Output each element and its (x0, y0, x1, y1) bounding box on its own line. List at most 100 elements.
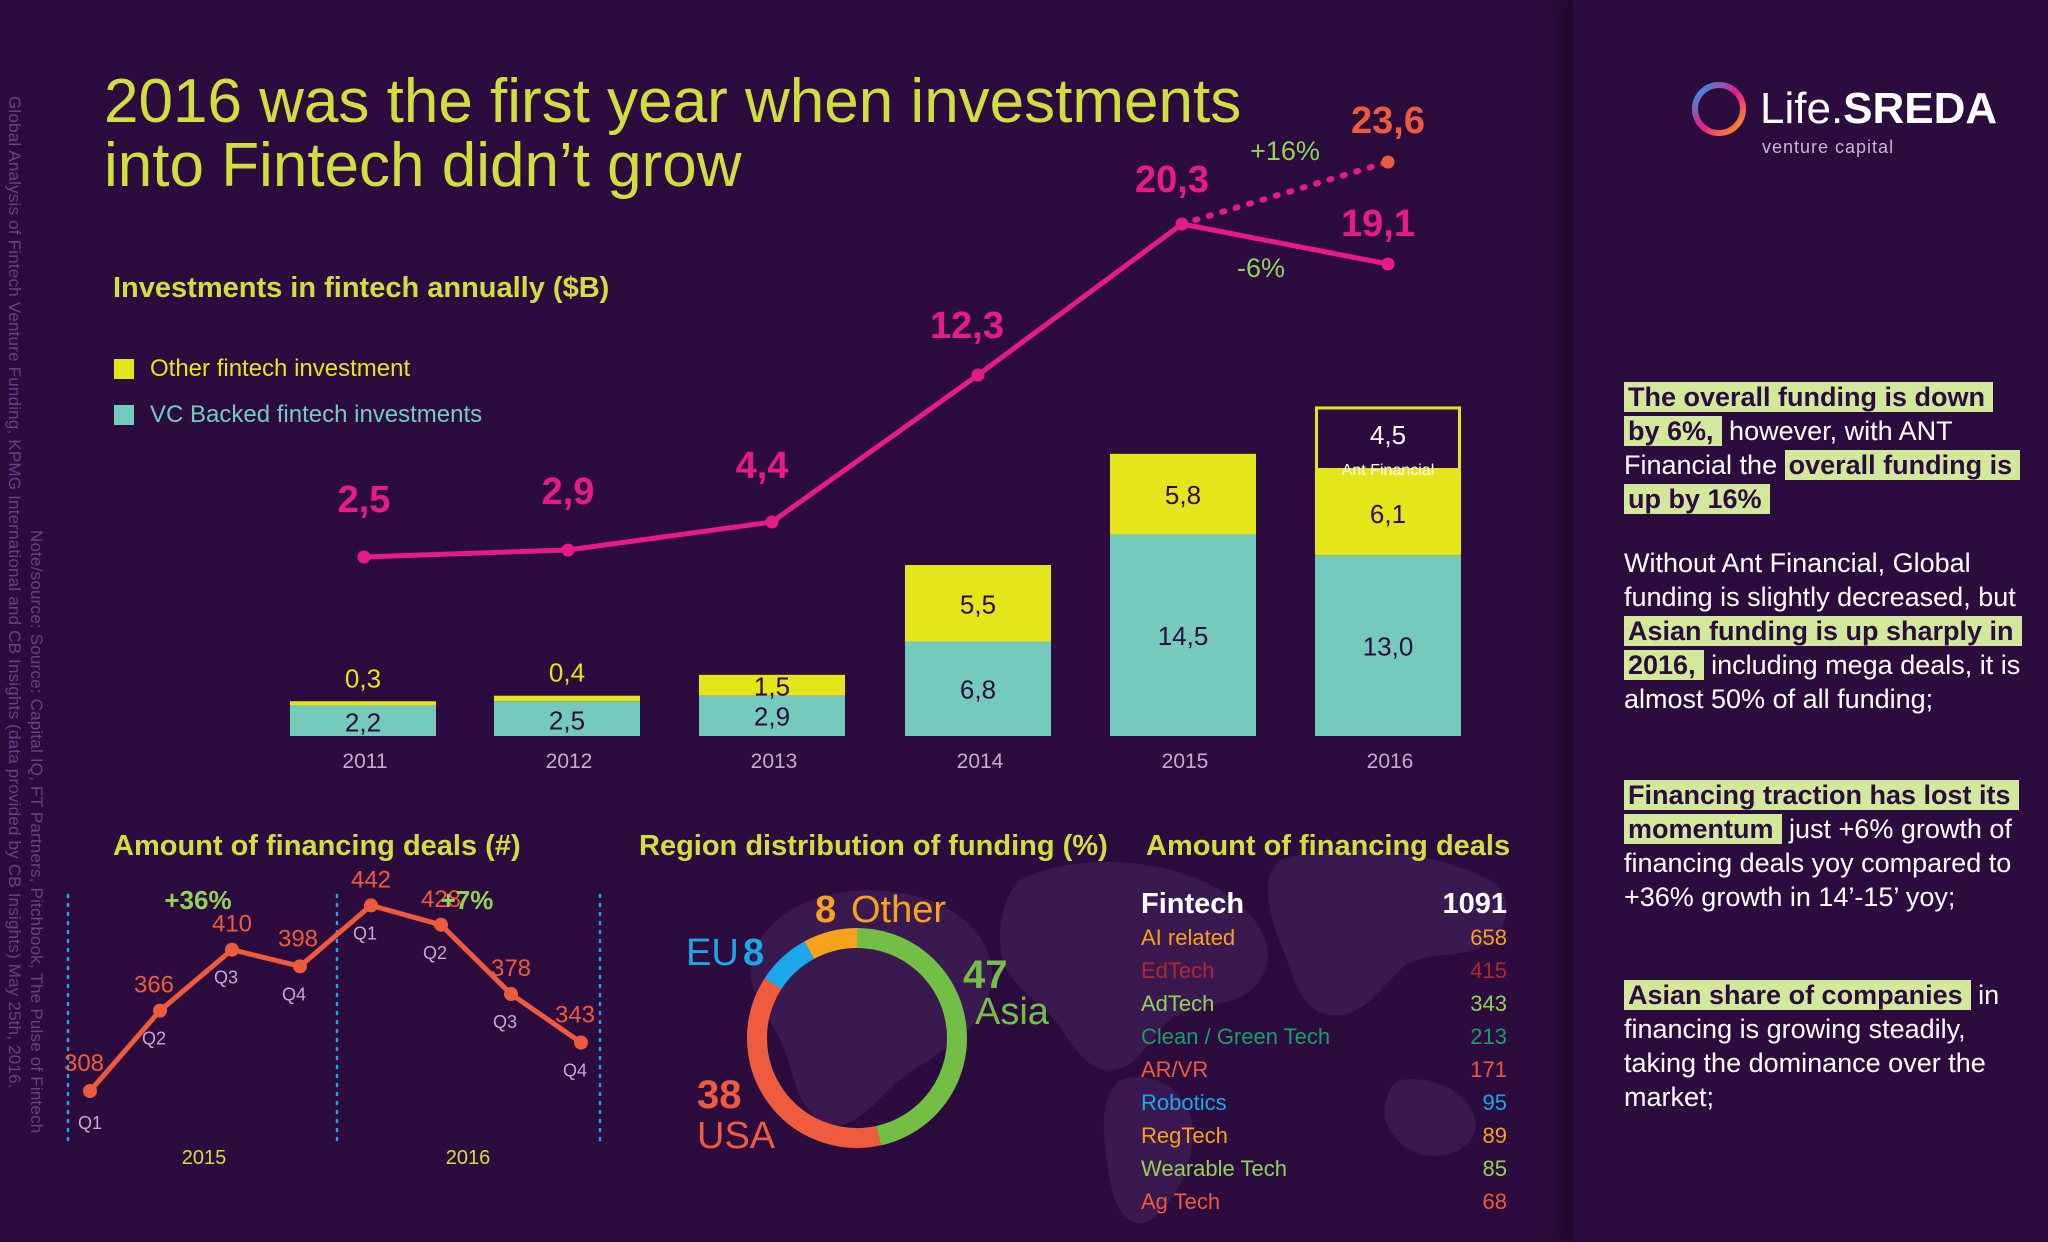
legend-label: Other fintech investment (150, 355, 411, 382)
insight-paragraph: Financing traction has lost its momentum… (1624, 778, 2024, 914)
deals-value-label: 378 (491, 955, 531, 982)
total-line-point (1381, 257, 1395, 271)
legend-vc-backed: VC Backed fintech investments (114, 401, 482, 429)
bar-vc-2012 (494, 701, 640, 736)
deals-row-name: AdTech (1141, 991, 1215, 1016)
total-value-label: 2,9 (542, 471, 595, 513)
deals-value-label: 442 (351, 866, 391, 893)
deals-header-value: 1091 (1442, 888, 1507, 920)
insight-text: Without Ant Financial, Global funding is… (1624, 548, 2016, 612)
deals-row-name: AR/VR (1141, 1057, 1209, 1082)
deals-quarter-label: Q2 (423, 943, 447, 963)
bar-vc-2013 (699, 695, 845, 736)
deals-line (88, 902, 583, 1093)
total-value-label: 4,4 (736, 445, 789, 487)
deals-row-name: EdTech (1141, 958, 1215, 983)
legend-swatch-yellow (114, 359, 134, 379)
x-tick-label-2011: 2011 (342, 750, 387, 773)
x-tick-label-2013: 2013 (751, 750, 798, 773)
total-line-point (561, 543, 575, 557)
charts-canvas: 2,20,320112,50,420122,91,520136,85,52014… (64, 100, 1461, 1169)
legend-label: VC Backed fintech investments (150, 401, 483, 428)
total-line-point (765, 515, 779, 529)
deals-row-name: Wearable Tech (1141, 1156, 1287, 1181)
deals-value-label: 428 (421, 886, 461, 913)
insight-text: just +6% growth of financing deals yoy c… (1624, 814, 2012, 912)
deals-year-label-2015: 2015 (182, 1147, 227, 1169)
total-investment-line (363, 221, 1389, 560)
deals-quarter-label: Q1 (78, 1113, 102, 1133)
deals-point (225, 942, 239, 957)
bar-other-value-label: 1,5 (754, 671, 790, 701)
x-tick-label-2016: 2016 (1367, 750, 1414, 773)
deals-quarter-label: Q1 (353, 923, 377, 943)
deals-table-row: Ag Tech 68 (1141, 1185, 1507, 1218)
bar-other-value-label: 5,5 (960, 589, 996, 619)
deals-value-label: 308 (64, 1050, 104, 1077)
deals-table-row: Robotics 95 (1141, 1086, 1507, 1119)
total-with-ant-dotted-line (1179, 159, 1391, 227)
logo-ring-icon (1692, 82, 1746, 136)
bar-vc-2014 (905, 641, 1051, 736)
deals-growth-label-2015: +36% (164, 885, 231, 915)
deals-row-value: 213 (1470, 1024, 1507, 1049)
deals-growth-label-2016: +7% (441, 885, 494, 915)
legend-other-investment: Other fintech investment (114, 355, 410, 383)
bar-ant-financial-2016 (1315, 406, 1461, 472)
bar-ant-value-label: 4,5 (1370, 420, 1406, 450)
insight-text: in financing is growing steadily, taking… (1624, 980, 2000, 1112)
insight-highlight: Asian share of companies (1624, 980, 1971, 1010)
deals-row-name: Clean / Green Tech (1141, 1024, 1331, 1049)
deals-point (504, 987, 518, 1002)
deals-row-value: 68 (1482, 1189, 1507, 1214)
deals-point (574, 1035, 588, 1050)
bar-vc-2016 (1315, 555, 1461, 736)
deals-point (153, 1003, 167, 1018)
legend-swatch-teal (114, 405, 134, 425)
brand-name-bold: SREDA (1843, 84, 1998, 133)
deals-quarter-label: Q3 (493, 1012, 517, 1032)
bar-other-value-label: 0,3 (345, 663, 381, 693)
x-tick-label-2015: 2015 (1162, 750, 1209, 773)
bar-other-2014 (905, 565, 1051, 642)
donut-slice-asia (856, 928, 967, 1146)
donut-label-asia: Asia (975, 991, 1050, 1033)
deals-value-label: 410 (212, 911, 252, 938)
region-chart-title: Region distribution of funding (%) (639, 830, 1108, 862)
deals-point (434, 917, 448, 932)
bar-vc-value-label: 2,2 (345, 708, 381, 738)
donut-slice-usa (747, 978, 881, 1148)
deals-value-label: 398 (278, 925, 318, 952)
bar-other-2015 (1110, 453, 1256, 535)
insight-paragraph: The overall funding is down by 6%, howev… (1624, 380, 2024, 516)
total-line-point (971, 368, 985, 382)
deals-table-row: AI related 658 (1141, 921, 1507, 954)
bar-other-2016 (1315, 470, 1461, 556)
deals-row-value: 415 (1470, 958, 1507, 983)
deals-point (83, 1084, 97, 1098)
deals-row-value: 85 (1482, 1156, 1507, 1181)
deals-row-value: 95 (1482, 1090, 1507, 1115)
deals-table-row: RegTech 89 (1141, 1119, 1507, 1152)
deals-row-name: RegTech (1141, 1123, 1228, 1148)
total-value-label: 2,5 (338, 479, 391, 521)
deals-point (364, 898, 378, 913)
x-tick-label-2014: 2014 (957, 750, 1004, 773)
donut-value-usa: 38 (697, 1073, 742, 1117)
deals-value-label: 366 (134, 972, 174, 999)
deals-table-row: AdTech 343 (1141, 987, 1507, 1020)
donut-label-eu: EU (686, 932, 739, 974)
insight-paragraph: Without Ant Financial, Global funding is… (1624, 546, 2024, 716)
bar-vc-value-label: 13,0 (1363, 632, 1414, 662)
total-with-ant-label: 23,6 (1351, 100, 1425, 142)
deals-chart-title: Amount of financing deals (#) (113, 830, 521, 862)
deals-row-value: 171 (1470, 1057, 1507, 1082)
bar-other-value-label: 6,1 (1370, 499, 1406, 529)
bar-other-2012 (494, 695, 640, 702)
growth-with-ant-label: +16% (1250, 136, 1320, 166)
insight-text: however, with ANT Financial the (1624, 416, 1953, 480)
page-title: 2016 was the first year when investments… (104, 67, 1242, 200)
brand-subtitle: venture capital (1762, 137, 1895, 157)
deals-row-value: 89 (1482, 1123, 1507, 1148)
